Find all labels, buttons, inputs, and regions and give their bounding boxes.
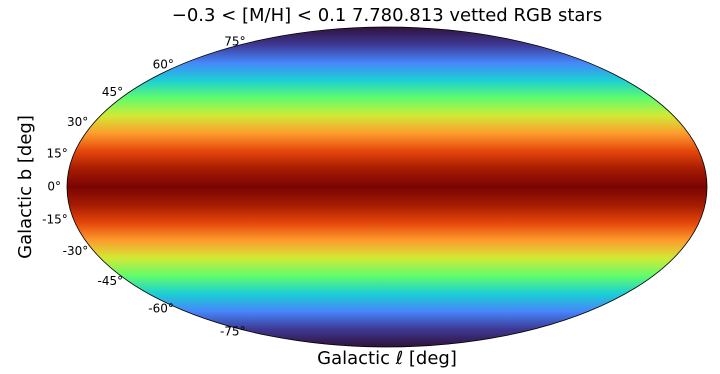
y-tick-label: 0° [47,180,61,194]
y-tick-label: 30° [67,115,88,129]
y-tick-label: -15° [42,212,68,226]
y-tick-label: 15° [46,147,67,161]
y-axis-label: Galactic b [deg] [15,115,36,259]
y-tick-label: -60° [148,301,174,315]
x-axis-label: Galactic ℓ [deg] [317,348,457,369]
y-tick-label: 75° [224,35,245,49]
y-tick-label: 60° [153,58,174,72]
chart-title: −0.3 < [M/H] < 0.1 7.780.813 vetted RGB … [172,5,602,26]
y-tick-label: -45° [98,274,124,288]
y-tick-label: -30° [63,244,89,258]
sky-density-map [66,26,708,348]
y-tick-label: 45° [102,85,123,99]
y-tick-label: -75° [220,324,246,338]
